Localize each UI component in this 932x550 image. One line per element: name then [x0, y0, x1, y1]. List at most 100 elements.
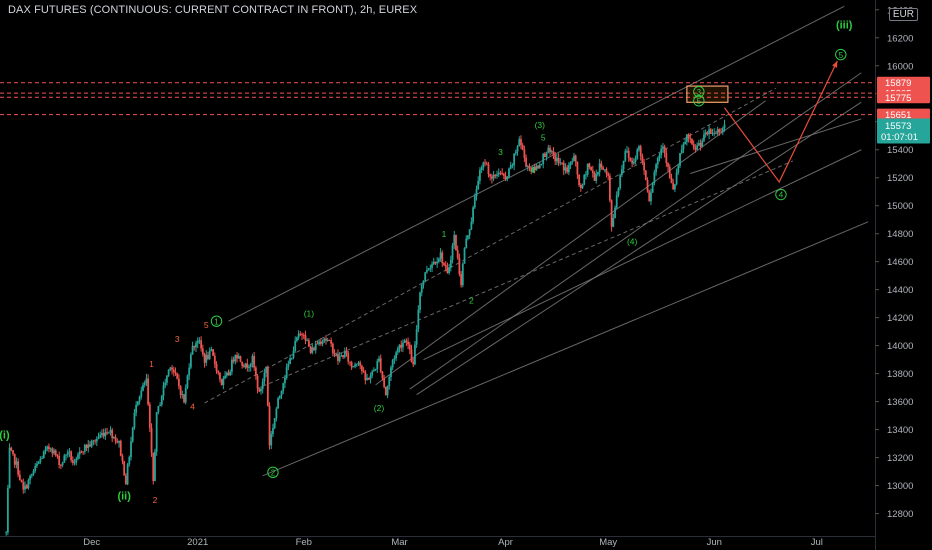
price-tick-label: 12800 — [887, 509, 913, 520]
candle-body — [504, 175, 507, 179]
wave-label: 1 — [149, 359, 154, 369]
candle-body — [71, 460, 74, 463]
candle-body — [624, 151, 627, 161]
candle-body — [554, 155, 557, 162]
candle-body — [53, 450, 55, 454]
candle-body — [239, 356, 242, 362]
price-tick-label: 13400 — [887, 425, 913, 436]
currency-badge[interactable]: EUR — [888, 8, 918, 21]
candle-body — [595, 174, 598, 181]
wave-label: 1 — [214, 317, 219, 326]
trendline — [375, 100, 766, 386]
wave-label-circle — [775, 188, 787, 201]
candle-body — [30, 474, 33, 476]
candles-layer — [5, 119, 726, 536]
candle-body — [159, 404, 161, 407]
candle-body — [234, 355, 237, 362]
candle-body — [207, 355, 209, 359]
candle-body — [658, 155, 661, 159]
candle-body — [487, 164, 490, 175]
candle-body — [626, 150, 628, 152]
candle-body — [472, 207, 474, 222]
price-level-badge — [877, 108, 930, 121]
candle-body — [148, 404, 151, 428]
wave-label: (4) — [627, 237, 638, 247]
candle-body — [648, 191, 651, 202]
candle-body — [186, 375, 189, 388]
wave-label: 4 — [531, 165, 536, 175]
candle-body — [313, 347, 315, 351]
candle-body — [309, 346, 312, 353]
candle-body — [379, 358, 382, 372]
candle-body — [691, 139, 693, 144]
candle-body — [610, 200, 613, 227]
chart-title: DAX FUTURES (CONTINUOUS: CURRENT CONTRAC… — [8, 4, 418, 16]
price-tick-label: 13600 — [887, 397, 913, 408]
candle-body — [509, 165, 512, 169]
candle-body — [396, 348, 399, 353]
price-tick-label: 16000 — [887, 61, 913, 72]
candle-body — [390, 367, 392, 377]
candle-body — [709, 129, 712, 134]
candle-body — [364, 371, 367, 381]
candle-body — [29, 475, 32, 481]
candle-body — [720, 131, 722, 133]
candle-body — [6, 488, 9, 533]
candle-body — [559, 162, 562, 164]
candle-body — [484, 162, 486, 164]
price-tick-label: 15400 — [887, 145, 913, 156]
trendlines-layer — [204, 5, 869, 477]
projection-path — [724, 60, 838, 184]
wave-label: 4 — [779, 191, 784, 200]
trendline — [423, 149, 862, 361]
candle-body — [425, 270, 428, 273]
candle-body — [386, 386, 389, 396]
candle-body — [366, 377, 368, 381]
candle-body — [316, 343, 319, 345]
price-tick-label: 13800 — [887, 369, 913, 380]
wave-label: 2 — [271, 469, 276, 478]
candle-body — [434, 261, 437, 264]
candle-body — [48, 446, 50, 450]
wave-label: (iii) — [836, 19, 853, 31]
candle-body — [260, 389, 262, 392]
candle-body — [248, 366, 250, 368]
candle-body — [270, 434, 273, 446]
price-axis[interactable]: 12800 13000 13200 13400 13600 13800 14000 14200… — [875, 0, 932, 550]
candle-body — [343, 350, 346, 358]
candle-body — [333, 352, 336, 355]
candle-body — [444, 264, 447, 268]
price-tick-label: 13000 — [887, 481, 913, 492]
candle-body — [453, 234, 456, 246]
candle-body — [562, 162, 565, 171]
candle-body — [82, 451, 85, 453]
candle-body — [670, 177, 673, 183]
candle-body — [77, 454, 79, 459]
candle-body — [485, 163, 488, 165]
price-level-label: 15775 — [885, 93, 911, 104]
candle-body — [372, 370, 375, 372]
candle-body — [511, 165, 514, 167]
candle-body — [213, 355, 216, 365]
candle-body — [461, 263, 464, 286]
candle-body — [716, 129, 719, 134]
candle-body — [97, 437, 100, 439]
time-axis[interactable]: Dec 2021 Feb Mar Apr May Jun Jul — [0, 536, 875, 550]
wave-label: 3 — [498, 147, 503, 157]
candle-body — [622, 160, 625, 170]
candle-body — [383, 378, 386, 387]
candle-body — [261, 381, 264, 390]
candle-body — [229, 371, 232, 376]
candle-body — [118, 440, 120, 443]
candle-body — [571, 161, 574, 163]
candle-body — [184, 387, 187, 403]
wave-label: (i) — [0, 429, 10, 441]
candle-body — [456, 250, 459, 258]
candle-body — [561, 162, 563, 164]
candle-body — [232, 359, 235, 362]
candle-body — [323, 338, 326, 342]
candle-body — [78, 451, 81, 455]
candle-body — [586, 163, 589, 175]
candle-body — [222, 378, 225, 386]
